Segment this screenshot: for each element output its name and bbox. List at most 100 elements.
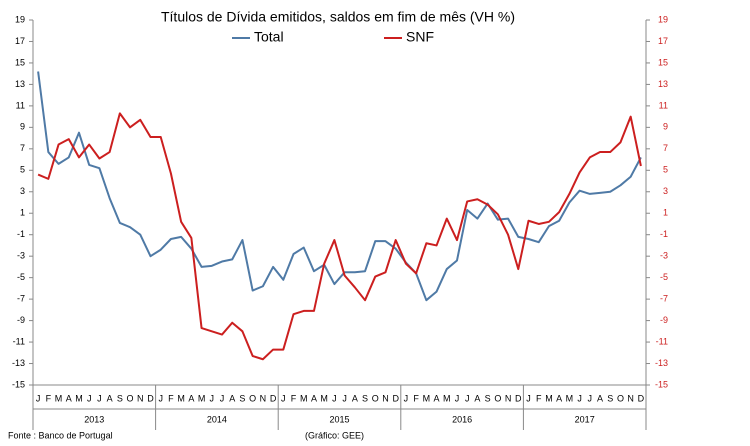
x-tick-label: M [55, 393, 63, 403]
y-tick-label: -11 [13, 336, 25, 346]
x-tick-label: D [638, 393, 645, 403]
x-tick-label: A [352, 393, 358, 403]
x-tick-label: S [239, 393, 245, 403]
x-tick-label: J [526, 393, 531, 403]
x-tick-label: A [311, 393, 317, 403]
x-tick-label: D [147, 393, 154, 403]
y-tick-label: 5 [20, 165, 25, 175]
x-tick-label: J [158, 393, 163, 403]
y-tick-label: 17 [15, 36, 25, 46]
y-tick-label: -9 [17, 315, 25, 325]
x-tick-label: A [229, 393, 235, 403]
x-tick-label: S [485, 393, 491, 403]
x-tick-label: F [168, 393, 174, 403]
y-tick-label: 3 [20, 186, 25, 196]
credit: (Gráfico: GEE) [305, 430, 364, 440]
x-tick-label: O [617, 393, 624, 403]
x-tick-label: A [107, 393, 113, 403]
y-tick-label: 7 [20, 143, 25, 153]
y2-tick-label: -3 [660, 251, 668, 261]
x-tick-label: A [434, 393, 440, 403]
chart-title: Títulos de Dívida emitidos, saldos em fi… [161, 9, 515, 25]
x-tick-label: J [404, 393, 409, 403]
x-tick-label: N [627, 393, 634, 403]
y2-tick-label: 7 [663, 143, 668, 153]
series-line [37, 112, 642, 361]
x-tick-label: F [413, 393, 419, 403]
y2-tick-label: 19 [658, 14, 668, 24]
year-label: 2014 [207, 414, 227, 424]
year-label: 2016 [452, 414, 472, 424]
x-tick-label: D [515, 393, 522, 403]
x-tick-label: O [127, 393, 134, 403]
y-tick-label: -5 [17, 272, 25, 282]
y2-tick-label: -1 [660, 229, 668, 239]
x-tick-label: M [198, 393, 206, 403]
x-tick-label: A [597, 393, 603, 403]
x-tick-label: N [260, 393, 267, 403]
y2-tick-label: 13 [658, 79, 668, 89]
x-tick-label: J [97, 393, 102, 403]
series-line [37, 71, 642, 302]
x-tick-label: J [36, 393, 41, 403]
x-tick-label: J [465, 393, 470, 403]
x-tick-label: A [66, 393, 72, 403]
x-tick-label: S [607, 393, 613, 403]
y2-tick-label: 5 [663, 165, 668, 175]
x-tick-label: M [75, 393, 83, 403]
y2-tick-label: -5 [660, 272, 668, 282]
x-tick-label: N [137, 393, 144, 403]
year-label: 2013 [84, 414, 104, 424]
y2-tick-label: 3 [663, 186, 668, 196]
x-tick-label: S [362, 393, 368, 403]
y2-tick-label: 15 [658, 57, 668, 67]
x-tick-label: M [566, 393, 574, 403]
year-label: 2015 [329, 414, 349, 424]
y-tick-label: 9 [20, 122, 25, 132]
source: Fonte : Banco de Portugal [8, 430, 113, 440]
x-tick-label: M [177, 393, 185, 403]
x-tick-label: J [332, 393, 337, 403]
x-tick-label: M [300, 393, 308, 403]
x-tick-label: O [249, 393, 256, 403]
x-tick-label: J [281, 393, 286, 403]
y-tick-label: -13 [12, 358, 25, 368]
y2-tick-label: -9 [660, 315, 668, 325]
x-tick-label: J [210, 393, 215, 403]
y-tick-label: -15 [12, 379, 25, 389]
y-tick-label: -3 [17, 251, 25, 261]
y-tick-label: 19 [15, 14, 25, 24]
x-tick-label: A [556, 393, 562, 403]
x-tick-label: F [291, 393, 297, 403]
x-tick-label: A [188, 393, 194, 403]
y2-tick-label: 9 [663, 122, 668, 132]
x-tick-label: J [588, 393, 593, 403]
x-tick-label: M [443, 393, 451, 403]
x-tick-label: J [342, 393, 347, 403]
legend-label: SNF [406, 29, 434, 45]
x-tick-label: A [474, 393, 480, 403]
x-tick-label: S [117, 393, 123, 403]
x-tick-label: N [382, 393, 389, 403]
x-tick-label: J [87, 393, 92, 403]
y-tick-label: 1 [20, 208, 25, 218]
y-tick-label: 13 [15, 79, 25, 89]
y2-tick-label: 17 [658, 36, 668, 46]
y-tick-label: -7 [17, 293, 25, 303]
x-tick-label: D [392, 393, 399, 403]
x-tick-label: M [423, 393, 431, 403]
y2-tick-label: 11 [659, 100, 668, 110]
x-tick-label: J [577, 393, 582, 403]
y2-tick-label: -15 [655, 379, 668, 389]
year-label: 2017 [575, 414, 595, 424]
y2-tick-label: -13 [655, 358, 668, 368]
x-tick-label: N [505, 393, 512, 403]
x-tick-label: M [545, 393, 553, 403]
x-tick-label: J [455, 393, 460, 403]
x-tick-label: M [320, 393, 328, 403]
y2-tick-label: 1 [663, 208, 668, 218]
y-tick-label: 11 [16, 100, 25, 110]
y2-tick-label: -7 [660, 293, 668, 303]
legend-label: Total [254, 29, 284, 45]
